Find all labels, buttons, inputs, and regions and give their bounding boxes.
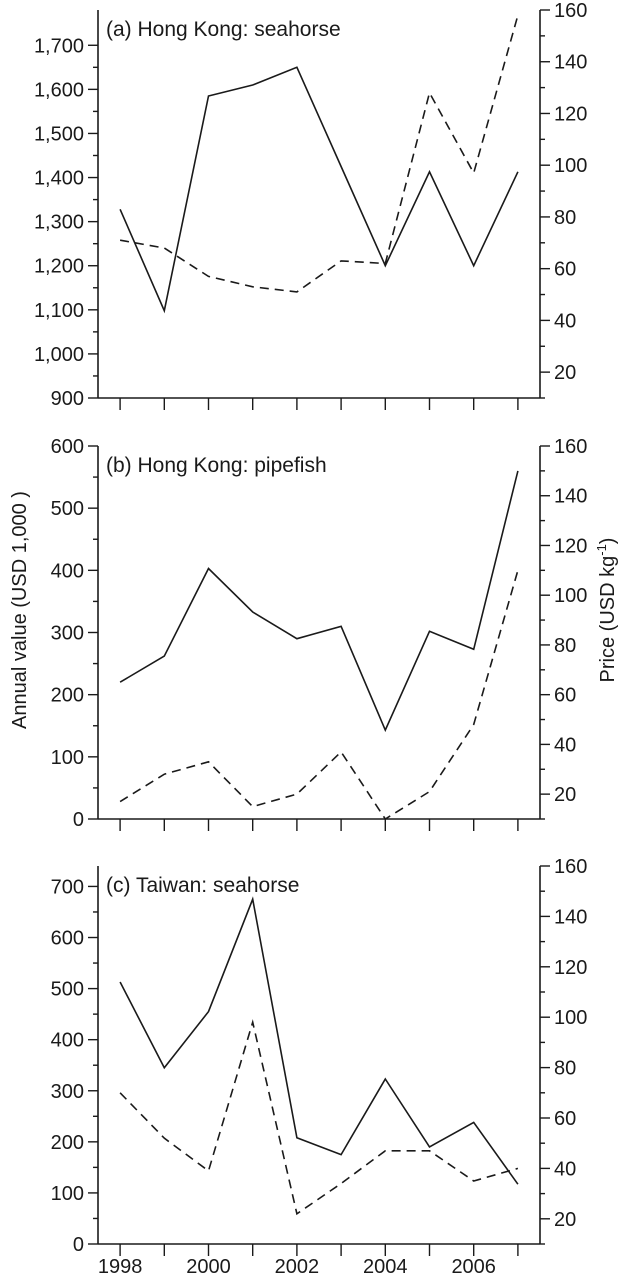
y-left-tick-label: 700 (51, 876, 84, 898)
x-tick-label: 2004 (363, 1256, 408, 1278)
y-right-tick-label: 60 (554, 685, 576, 707)
y-right-tick-label: 100 (554, 585, 587, 607)
y-left-tick-label: 1,100 (34, 300, 84, 322)
y-left-tick-label: 1,000 (34, 344, 84, 366)
y-right-tick-label: 100 (554, 1007, 587, 1029)
y-right-tick-label: 140 (554, 52, 587, 74)
y-left-tick-label: 1,300 (34, 212, 84, 234)
y-right-tick-label: 80 (554, 635, 576, 657)
y-left-tick-label: 1,400 (34, 168, 84, 190)
y-left-tick-label: 1,200 (34, 256, 84, 278)
y-right-tick-label: 160 (554, 436, 587, 458)
y-left-tick-label: 300 (51, 1081, 84, 1103)
annual-value-line (119, 470, 519, 733)
y-left-tick-label: 400 (51, 560, 84, 582)
y-right-tick-label: 80 (554, 1058, 576, 1080)
panels: 900 1,000 1,100 1,200 1,300 1,400 1,500 1,600 1,… (34, 0, 587, 1278)
y-left-tick-label: 1,700 (34, 35, 84, 57)
price-line (119, 570, 519, 821)
panel-title: (a) Hong Kong: seahorse (106, 18, 341, 41)
price-line (119, 1019, 519, 1216)
y-left-tick-label: 600 (51, 436, 84, 458)
y-right-tick-label: 160 (554, 856, 587, 878)
y-right-tick-label: 120 (554, 103, 587, 125)
panel-title: (b) Hong Kong: pipefish (106, 454, 327, 477)
y-left-tick-label: 500 (51, 498, 84, 520)
x-tick-label: 1998 (98, 1256, 143, 1278)
y-right-tick-label: 160 (554, 0, 587, 22)
y-left-tick-label: 100 (51, 1183, 84, 1205)
y-right-tick-label: 120 (554, 535, 587, 557)
y-left-tick-label: 600 (51, 928, 84, 950)
x-tick-label: 2000 (186, 1256, 231, 1278)
panel-1: 900 1,000 1,100 1,200 1,300 1,400 1,500 1,600 1,… (34, 0, 587, 410)
y-right-tick-label: 20 (554, 1209, 576, 1231)
panel-3: 0 100 200 300 400 500 600 700 20 40 60 80 100 120 140 1… (51, 856, 588, 1278)
y-axis-right-title-main: Price (USD kg (597, 556, 619, 683)
y-right-tick-label: 100 (554, 155, 587, 177)
y-right-tick-label: 20 (554, 362, 576, 384)
y-left-tick-label: 200 (51, 1132, 84, 1154)
y-left-tick-label: 900 (51, 388, 84, 410)
y-axis-right-title: Price (USD kg-1) (594, 538, 619, 683)
x-tick-label: 2002 (275, 1256, 320, 1278)
y-left-tick-label: 200 (51, 685, 84, 707)
annual-value-line (119, 66, 519, 314)
y-left-tick-label: 1,600 (34, 79, 84, 101)
y-right-tick-label: 140 (554, 486, 587, 508)
y-right-tick-label: 140 (554, 906, 587, 928)
y-left-tick-label: 1,500 (34, 123, 84, 145)
y-right-tick-label: 20 (554, 784, 576, 806)
y-left-tick-label: 100 (51, 747, 84, 769)
y-left-tick-label: 0 (73, 1234, 84, 1256)
y-right-tick-label: 60 (554, 1108, 576, 1130)
price-line (119, 14, 519, 293)
y-right-tick-label: 60 (554, 259, 576, 281)
y-right-tick-label: 120 (554, 957, 587, 979)
y-left-tick-label: 300 (51, 623, 84, 645)
y-left-tick-label: 400 (51, 1030, 84, 1052)
panel-title: (c) Taiwan: seahorse (106, 874, 299, 897)
y-left-tick-label: 0 (73, 809, 84, 831)
y-right-tick-label: 40 (554, 1158, 576, 1180)
y-right-tick-label: 80 (554, 207, 576, 229)
y-axis-right-title-sup: -1 (594, 544, 609, 556)
y-right-tick-label: 40 (554, 734, 576, 756)
y-right-tick-label: 40 (554, 310, 576, 332)
panel-2: 0 100 200 300 400 500 600 20 40 60 80 100 120 140 160 (… (51, 436, 587, 831)
x-tick-label: 2006 (451, 1256, 496, 1278)
annual-value-line (119, 896, 519, 1185)
y-axis-right-title-close: ) (597, 538, 619, 545)
y-axis-left-title: Annual value (USD 1,000 ) (9, 491, 31, 729)
y-left-tick-label: 500 (51, 979, 84, 1001)
